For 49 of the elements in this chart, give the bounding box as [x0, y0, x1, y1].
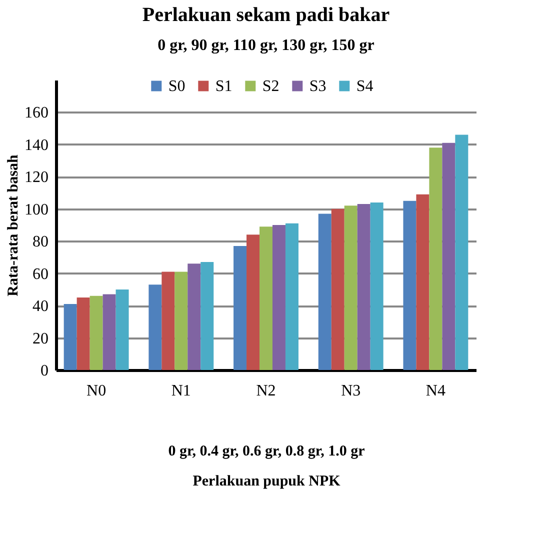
- bar: [370, 202, 384, 370]
- bar: [200, 262, 214, 370]
- x-tick-label: N4: [426, 382, 446, 400]
- bar: [331, 208, 344, 370]
- y-tick-label: 0: [40, 362, 48, 380]
- y-tick-label: 160: [24, 104, 48, 122]
- bar: [455, 134, 468, 370]
- y-axis-title: Rata-rata berat basah: [6, 154, 22, 296]
- legend-label: S0: [168, 78, 186, 95]
- chart-subtitle: 0 gr, 90 gr, 110 gr, 130 gr, 150 gr: [158, 37, 374, 54]
- bar: [357, 204, 370, 370]
- x-tick-label: N0: [86, 382, 106, 400]
- legend-label: S3: [309, 78, 326, 95]
- y-tick-label: 40: [32, 298, 48, 316]
- bar: [64, 304, 77, 370]
- chart-title: Perlakuan sekam padi bakar: [142, 4, 390, 26]
- bar: [90, 296, 103, 370]
- bar: [285, 223, 298, 370]
- bar: [344, 206, 358, 370]
- bar: [416, 194, 430, 370]
- bar: [76, 298, 90, 370]
- bar: [148, 284, 162, 370]
- y-tick-label: 100: [24, 201, 48, 218]
- bar: [174, 272, 188, 370]
- legend-label: S1: [215, 78, 232, 95]
- y-tick-label: 140: [24, 136, 48, 154]
- y-tick-label: 60: [32, 266, 48, 283]
- y-tick-label: 80: [32, 234, 48, 251]
- bar: [429, 148, 442, 370]
- bar: [116, 289, 129, 370]
- bar: [246, 234, 260, 370]
- y-tick-label: 20: [32, 330, 48, 348]
- bar: [102, 294, 116, 370]
- bar: [234, 246, 247, 370]
- legend-label: S2: [262, 78, 280, 95]
- bar: [188, 264, 201, 370]
- legend-label: S4: [356, 78, 374, 95]
- x-axis-title: Perlakuan pupuk NPK: [192, 474, 341, 490]
- y-tick-label: 120: [24, 169, 48, 186]
- bar: [318, 214, 332, 370]
- x-tick-label: N1: [171, 382, 191, 400]
- bar: [272, 225, 286, 370]
- bar: [162, 272, 175, 370]
- bar: [403, 200, 416, 370]
- text: 0 gr, 0.4 gr, 0.6 gr, 0.8 gr, 1.0 gr: [168, 444, 366, 460]
- bar: [442, 142, 456, 370]
- x-tick-label: N2: [256, 382, 276, 400]
- bar: [260, 226, 272, 370]
- x-tick-label: N3: [341, 382, 361, 400]
